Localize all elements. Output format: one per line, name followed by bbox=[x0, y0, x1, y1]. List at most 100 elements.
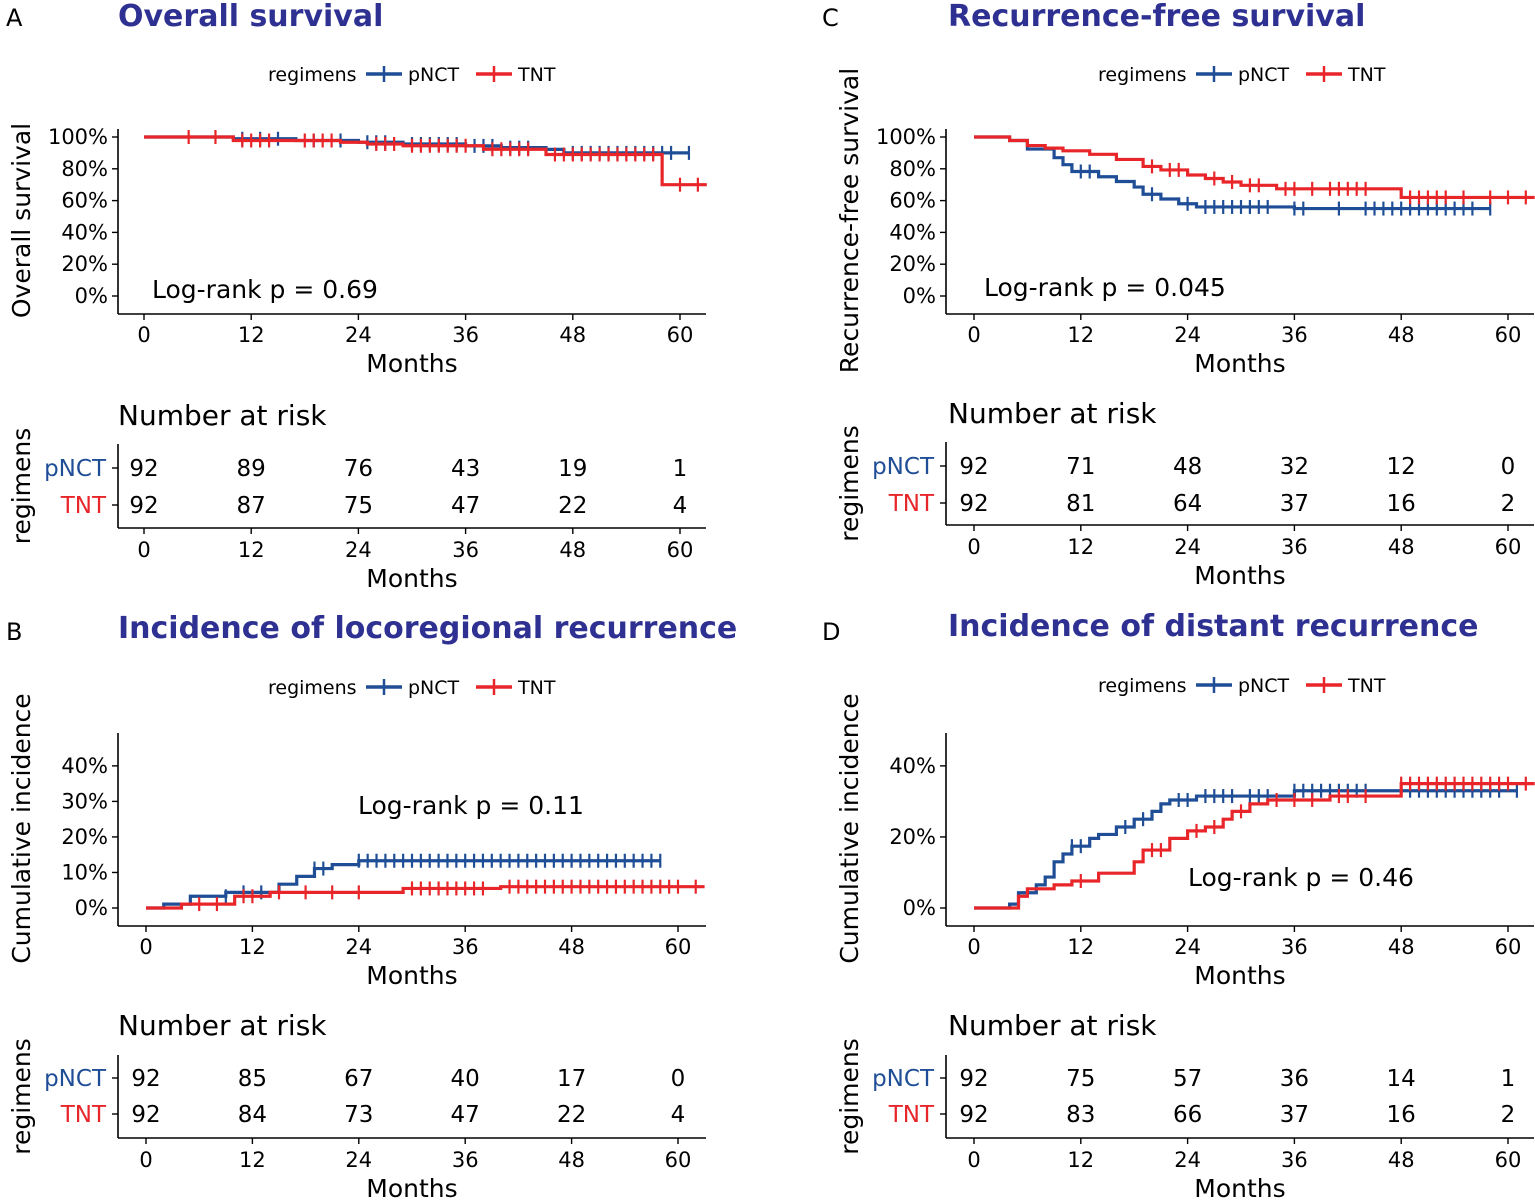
risk-value: 14 bbox=[1387, 1066, 1416, 1092]
risk-x-tick-label: 12 bbox=[1067, 535, 1094, 559]
panel-c: C Recurrence-free survival regimens pNCT TNT… bbox=[822, 0, 1535, 590]
risk-value: 81 bbox=[1066, 491, 1095, 517]
risk-group-label-pnct: pNCT bbox=[872, 1066, 935, 1092]
risk-value: 73 bbox=[344, 1102, 373, 1128]
y-tick-label: 0% bbox=[75, 896, 108, 920]
legend-label-tnt: TNT bbox=[517, 677, 556, 699]
risk-x-tick-label: 0 bbox=[139, 1148, 152, 1172]
risk-x-tick-label: 0 bbox=[967, 1148, 980, 1172]
pvalue-label: Log-rank p = 0.69 bbox=[152, 275, 378, 304]
risk-table-title: Number at risk bbox=[118, 399, 327, 432]
y-tick-label: 100% bbox=[48, 125, 108, 149]
y-tick-label: 20% bbox=[61, 252, 108, 276]
risk-value: 92 bbox=[959, 491, 988, 517]
risk-value: 47 bbox=[451, 1102, 480, 1128]
risk-value: 40 bbox=[451, 1066, 480, 1092]
risk-group-label-pnct: pNCT bbox=[44, 456, 107, 482]
panel-letter: B bbox=[6, 618, 22, 646]
y-tick-label: 10% bbox=[61, 860, 108, 884]
legend-title: regimens bbox=[1098, 675, 1187, 697]
panel-letter: C bbox=[822, 4, 839, 32]
risk-value: 2 bbox=[1501, 1102, 1516, 1128]
x-tick-label: 24 bbox=[345, 323, 372, 347]
y-tick-label: 40% bbox=[61, 754, 108, 778]
x-tick-label: 60 bbox=[1495, 323, 1522, 347]
x-tick-label: 12 bbox=[1067, 935, 1094, 959]
risk-group-label-pnct: pNCT bbox=[872, 454, 935, 480]
y-tick-label: 0% bbox=[903, 896, 936, 920]
risk-x-tick-label: 36 bbox=[452, 1148, 479, 1172]
risk-value: 37 bbox=[1280, 1102, 1309, 1128]
risk-x-tick-label: 24 bbox=[345, 1148, 372, 1172]
legend-label-pnct: pNCT bbox=[1238, 675, 1290, 697]
risk-value: 0 bbox=[671, 1066, 686, 1092]
legend-label-pnct: pNCT bbox=[1238, 64, 1290, 86]
series-line-pnct bbox=[146, 859, 661, 910]
risk-value: 48 bbox=[1173, 454, 1202, 480]
risk-value: 12 bbox=[1387, 454, 1416, 480]
y-tick-label: 60% bbox=[889, 189, 936, 213]
panel-letter: D bbox=[822, 618, 840, 646]
x-tick-label: 60 bbox=[667, 323, 694, 347]
risk-value: 36 bbox=[1280, 1066, 1309, 1092]
x-axis-title: Months bbox=[366, 349, 457, 378]
x-tick-label: 12 bbox=[238, 323, 265, 347]
y-tick-label: 80% bbox=[61, 157, 108, 181]
chart-title: Overall survival bbox=[118, 0, 383, 34]
risk-value: 22 bbox=[558, 493, 587, 519]
x-tick-label: 60 bbox=[1495, 935, 1522, 959]
risk-value: 47 bbox=[451, 493, 480, 519]
x-tick-label: 24 bbox=[345, 935, 372, 959]
x-axis-title: Months bbox=[1194, 349, 1285, 378]
risk-x-axis-title: Months bbox=[1194, 1174, 1285, 1201]
risk-value: 75 bbox=[344, 493, 373, 519]
risk-x-tick-label: 60 bbox=[665, 1148, 692, 1172]
risk-value: 1 bbox=[1501, 1066, 1516, 1092]
y-tick-label: 0% bbox=[903, 284, 936, 308]
y-tick-label: 20% bbox=[889, 825, 936, 849]
y-axis-title: Recurrence-free survival bbox=[835, 68, 864, 373]
y-tick-label: 40% bbox=[889, 754, 936, 778]
risk-group-label-pnct: pNCT bbox=[44, 1066, 107, 1092]
x-tick-label: 48 bbox=[1388, 935, 1415, 959]
y-tick-label: 40% bbox=[61, 220, 108, 244]
y-axis-title: Overall survival bbox=[7, 123, 36, 318]
pvalue-label: Log-rank p = 0.46 bbox=[1188, 863, 1414, 892]
risk-x-tick-label: 12 bbox=[1067, 1148, 1094, 1172]
chart-title: Recurrence-free survival bbox=[948, 0, 1365, 34]
x-tick-label: 48 bbox=[1388, 323, 1415, 347]
x-tick-label: 24 bbox=[1174, 935, 1201, 959]
risk-x-tick-label: 24 bbox=[345, 538, 372, 562]
legend-label-pnct: pNCT bbox=[408, 64, 460, 86]
series-line-tnt bbox=[974, 782, 1535, 910]
risk-x-tick-label: 60 bbox=[1495, 535, 1522, 559]
risk-x-tick-label: 0 bbox=[967, 535, 980, 559]
risk-value: 66 bbox=[1173, 1102, 1202, 1128]
legend: regimens pNCT TNT bbox=[1098, 64, 1386, 86]
y-tick-label: 30% bbox=[61, 789, 108, 813]
risk-y-axis-title: regimens bbox=[835, 1038, 864, 1155]
risk-value: 32 bbox=[1280, 454, 1309, 480]
risk-value: 83 bbox=[1066, 1102, 1095, 1128]
x-tick-label: 48 bbox=[559, 323, 586, 347]
panel-letter: A bbox=[6, 4, 23, 32]
y-tick-label: 0% bbox=[75, 284, 108, 308]
risk-table-title: Number at risk bbox=[948, 1009, 1157, 1042]
chart-title: Incidence of locoregional recurrence bbox=[118, 611, 737, 646]
risk-group-label-tnt: TNT bbox=[888, 1102, 935, 1128]
risk-value: 85 bbox=[238, 1066, 267, 1092]
risk-value: 4 bbox=[671, 1102, 686, 1128]
risk-y-axis-title: regimens bbox=[7, 1038, 36, 1155]
risk-value: 92 bbox=[129, 493, 158, 519]
risk-x-axis-title: Months bbox=[1194, 561, 1285, 590]
risk-x-tick-label: 36 bbox=[452, 538, 479, 562]
x-tick-label: 0 bbox=[137, 323, 150, 347]
legend-label-pnct: pNCT bbox=[408, 677, 460, 699]
risk-value: 75 bbox=[1066, 1066, 1095, 1092]
risk-value: 37 bbox=[1280, 491, 1309, 517]
risk-value: 67 bbox=[344, 1066, 373, 1092]
y-tick-label: 40% bbox=[889, 220, 936, 244]
x-tick-label: 36 bbox=[1281, 323, 1308, 347]
x-tick-label: 48 bbox=[558, 935, 585, 959]
risk-x-tick-label: 60 bbox=[667, 538, 694, 562]
